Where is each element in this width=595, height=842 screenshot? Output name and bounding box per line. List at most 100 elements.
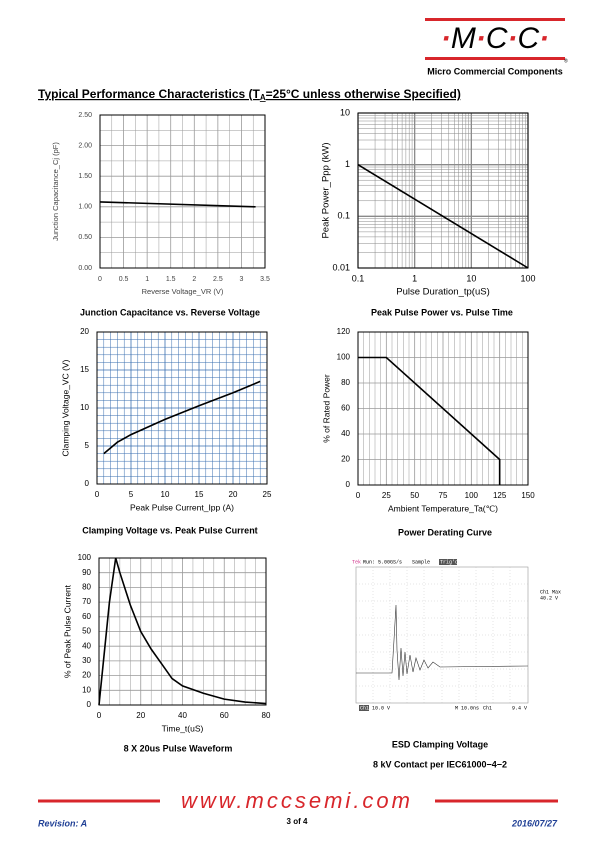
logo-bar [425, 57, 565, 60]
y-tick-label: 30 [82, 656, 91, 665]
scope-text: Ch1 [360, 705, 369, 711]
x-tick-label: 1.5 [166, 276, 176, 283]
y-tick-label: 2.00 [78, 142, 92, 149]
y-tick-label: 10 [82, 685, 91, 694]
y-tick-label: 0 [85, 479, 90, 488]
y-tick-label: 60 [341, 404, 350, 413]
y-tick-label: 90 [82, 568, 91, 577]
plot-frame [357, 112, 529, 269]
x-tick-label: 0 [97, 711, 102, 720]
y-tick-label: 100 [337, 353, 351, 362]
y-tick-label: 1.50 [78, 173, 92, 180]
scope-screen [355, 566, 529, 704]
plot-frame [357, 331, 529, 486]
x-tick-label: 100 [465, 491, 479, 500]
data-line [98, 557, 267, 706]
data-line [103, 380, 261, 455]
y-tick-label: 80 [82, 583, 91, 592]
x-tick-label: 25 [263, 490, 272, 499]
y-tick-label: 40 [82, 641, 91, 650]
y-tick-label: 120 [337, 327, 351, 336]
x-tick-label: 75 [439, 491, 448, 500]
logo: ·M·C·C· [441, 22, 549, 55]
x-tick-label: 2 [192, 276, 196, 283]
y-tick-label: 2.50 [78, 112, 92, 119]
x-tick-label: 150 [521, 491, 535, 500]
chart-title: 8 X 20us Pulse Waveform [124, 743, 233, 753]
x-tick-label: 80 [262, 711, 271, 720]
footer-url[interactable]: www.mccsemi.com [181, 788, 413, 813]
x-axis-label: Pulse Duration_tp(uS) [396, 287, 489, 298]
plot-frame [96, 331, 268, 485]
chart: 0 25 50 75 100 125 150 0 20 40 60 80 100 120 Ambient T… [321, 327, 535, 537]
x-tick-label: 10 [161, 490, 170, 499]
heading-text: =25°C unless otherwise Specified) [266, 87, 461, 101]
y-tick-label: 60 [82, 612, 91, 621]
data-line [358, 356, 501, 485]
x-axis-label: Time_t(uS) [162, 723, 204, 733]
x-tick-label: 5 [129, 490, 134, 499]
plot-area [358, 113, 528, 268]
x-tick-label: 15 [195, 490, 204, 499]
scope-text: 10.0 V [372, 705, 390, 711]
scope-text: Ch1 Max [540, 589, 561, 595]
scope-box [439, 559, 457, 565]
logo-bar [425, 18, 565, 21]
x-tick-label: 50 [410, 491, 419, 500]
y-tick-label: 70 [82, 597, 91, 606]
scope-text: 9.4 V [512, 705, 527, 711]
x-axis-label: Ambient Temperature_Ta(℃) [388, 503, 498, 513]
x-tick-label: 25 [382, 491, 391, 500]
y-tick-label: 10 [80, 403, 89, 412]
x-tick-label: 1 [145, 276, 149, 283]
x-tick-label: 100 [520, 273, 535, 283]
chart: 0 0.5 1 1.5 2 2.5 3 3.5 0.00 0.50 1.00 1.50 2.00 2.50… [51, 112, 270, 318]
y-tick-label: 20 [82, 671, 91, 680]
y-tick-label: 20 [80, 327, 89, 336]
y-tick-label: 15 [80, 365, 89, 374]
heading-sub: A [260, 93, 266, 102]
x-tick-label: 3 [239, 276, 243, 283]
scope-text: M 10.0ns [455, 705, 479, 711]
scope-box [359, 705, 369, 711]
y-axis-label: % of Peak Pulse Current [62, 584, 72, 678]
x-tick-label: 20 [229, 490, 238, 499]
x-tick-label: 0 [356, 491, 361, 500]
x-tick-label: 125 [493, 491, 507, 500]
registered: ® [564, 57, 568, 64]
chart-title: Peak Pulse Power vs. Pulse Time [371, 307, 513, 317]
x-axis-label: Peak Pulse Current_Ipp (A) [130, 502, 234, 512]
footer-revision: Revision: A [38, 818, 87, 828]
x-tick-label: 3.5 [260, 276, 270, 283]
chart-title: Clamping Voltage vs. Peak Pulse Current [82, 525, 257, 535]
x-axis-label: Reverse Voltage_VR (V) [142, 287, 224, 296]
y-tick-label: 1.00 [78, 204, 92, 211]
scope-text: Run: 5.00GS/s [363, 559, 402, 565]
scope-text: Ch1 [483, 705, 492, 711]
y-tick-label: 40 [341, 429, 350, 438]
scope: Tek Run: 5.00GS/s Sample Trig'd Ch1 Max … [352, 559, 561, 711]
y-axis-label: Junction Capacitance_Cj (pF) [51, 142, 60, 241]
x-tick-label: 60 [220, 711, 229, 720]
x-tick-label: 0.1 [352, 273, 365, 283]
y-tick-label: 0 [87, 700, 92, 709]
x-tick-label: 10 [466, 273, 476, 283]
plot-frame [99, 114, 266, 269]
company: Micro Commercial Components [427, 66, 563, 76]
y-tick-label: 0.1 [337, 211, 350, 221]
caption: ESD Clamping Voltage [392, 739, 488, 749]
scope-text: 40.2 V [540, 595, 558, 601]
y-tick-label: 5 [85, 441, 90, 450]
scope-text: Sample [412, 559, 430, 565]
y-tick-label: 0.01 [332, 262, 350, 272]
y-tick-label: 0.50 [78, 234, 92, 241]
x-tick-label: 0 [98, 276, 102, 283]
x-tick-label: 0 [95, 490, 100, 499]
scope-text: Trig'd [440, 559, 458, 565]
chart-title: Junction Capacitance vs. Reverse Voltage [80, 307, 260, 317]
x-tick-label: 0.5 [119, 276, 129, 283]
y-tick-label: 0 [346, 480, 351, 489]
y-axis-label: Clamping Voltage_VC (V) [60, 359, 70, 456]
y-tick-label: 100 [78, 553, 92, 562]
